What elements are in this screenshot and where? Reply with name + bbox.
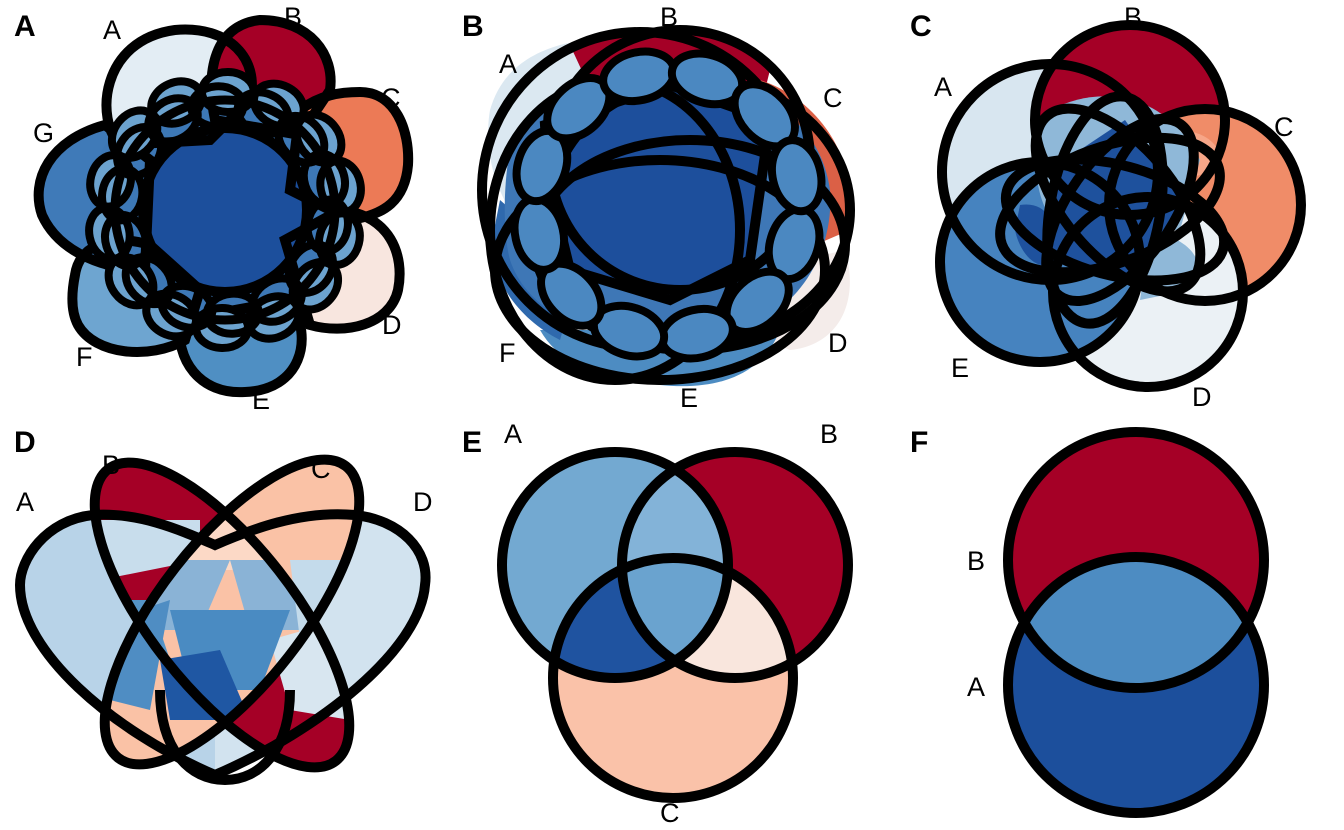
panel-letter: B xyxy=(462,10,484,43)
set-label-b: B xyxy=(1124,2,1142,32)
set-label-a: A xyxy=(967,672,985,702)
panel-e-venn3: E A B C xyxy=(462,419,853,828)
set-label-d: D xyxy=(1192,382,1212,412)
panel-letter: A xyxy=(14,10,36,43)
panel-a-center xyxy=(143,128,307,292)
panel-letter: F xyxy=(910,426,928,459)
set-label-b: B xyxy=(284,2,302,32)
panel-c-set-labels: A B C D E xyxy=(934,2,1294,412)
set-label-b: B xyxy=(102,450,120,480)
set-label-a: A xyxy=(934,72,952,102)
set-label-d: D xyxy=(828,328,848,358)
panel-e-outlines xyxy=(497,447,853,803)
set-label-g: G xyxy=(33,118,54,148)
set-label-b: B xyxy=(967,546,985,576)
panel-c-venn5: C A B xyxy=(910,2,1306,412)
panel-c-outlines xyxy=(935,20,1306,392)
set-label-c: C xyxy=(1274,112,1294,142)
set-label-e: E xyxy=(680,383,698,413)
region-acd xyxy=(160,650,250,720)
set-label-b: B xyxy=(660,2,678,32)
panel-f-venn2: F B A xyxy=(910,426,1269,818)
panel-a-center-outline xyxy=(110,95,340,325)
set-label-a: A xyxy=(16,487,34,517)
region-bc xyxy=(622,558,793,678)
set-label-c: C xyxy=(660,798,680,828)
interwoven-loop xyxy=(767,136,826,216)
panel-a-set-labels: A B C D E F G xyxy=(33,2,402,415)
panel-letter: D xyxy=(14,426,36,459)
set-label-c: C xyxy=(381,83,401,113)
panel-letter: C xyxy=(910,10,932,43)
set-label-d: D xyxy=(382,310,402,340)
set-label-b: B xyxy=(820,419,838,449)
panel-d-venn4: D A B xyxy=(14,426,433,786)
set-label-d: D xyxy=(413,487,433,517)
panel-b-venn6: B A B C D E F xyxy=(462,2,855,413)
panel-b-set-labels: A B C D E F xyxy=(499,2,848,413)
set-label-c: C xyxy=(823,83,843,113)
set-label-f: F xyxy=(499,338,516,368)
panel-d-set-labels: A B C D xyxy=(16,450,433,517)
panel-letter: E xyxy=(462,426,482,459)
panel-e-set-labels: A B C xyxy=(504,419,838,828)
set-label-a: A xyxy=(499,49,517,79)
set-label-a: A xyxy=(504,419,522,449)
set-label-a: A xyxy=(103,15,121,45)
panel-f-outlines xyxy=(1003,427,1269,818)
set-label-c: C xyxy=(311,454,331,484)
set-label-e: E xyxy=(252,385,270,415)
set-label-f: F xyxy=(76,342,93,372)
panel-b-loops xyxy=(510,47,826,363)
panel-f-set-labels: B A xyxy=(967,546,985,702)
panel-a-venn7: A A B C D xyxy=(14,2,414,415)
region-ac xyxy=(553,558,728,678)
panel-d-outlines xyxy=(14,454,431,786)
set-label-e: E xyxy=(951,353,969,383)
